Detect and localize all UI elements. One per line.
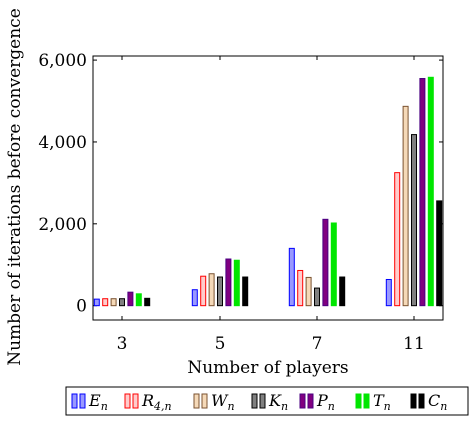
legend-swatch: [307, 393, 314, 409]
bar-e-n-3: [93, 298, 100, 307]
legend-swatch: [259, 393, 266, 409]
plot-frame: [92, 55, 444, 321]
legend-swatch: [418, 393, 425, 409]
x-tick-label: 7: [312, 334, 323, 354]
bar-e-n-7: [288, 247, 295, 307]
legend-swatch: [193, 393, 200, 409]
legend-item-k-n: Kn: [251, 391, 288, 413]
legend-item-c-n: Cn: [410, 391, 447, 413]
legend-item-e-n: En: [71, 391, 108, 413]
y-tick-label: 0: [76, 297, 87, 317]
bar-p-n-5: [225, 258, 232, 307]
legend-swatch: [71, 393, 78, 409]
bar-k-n-3: [119, 298, 125, 307]
legend-swatch: [299, 393, 306, 409]
bar-t-n-7: [330, 222, 337, 307]
bar-r-4-n-5: [200, 275, 207, 307]
legend-item-p-n: Pn: [299, 391, 335, 413]
legend-swatch: [79, 393, 86, 409]
bar-c-n-11: [436, 200, 443, 307]
bar-r-4-n-11: [394, 172, 401, 307]
y-axis-label: Number of iterations before convergence: [5, 8, 25, 366]
legend-label: Kn: [268, 391, 288, 413]
bar-r-4-n-3: [102, 298, 109, 307]
bar-p-n-7: [322, 218, 329, 307]
legend-label: Tn: [373, 391, 391, 413]
legend-label: Wn: [211, 391, 235, 413]
legend: En R4,n Wn Kn Pn Tn Cn: [65, 386, 469, 416]
x-axis-label: Number of players: [187, 358, 348, 378]
legend-swatch: [410, 393, 417, 409]
bar-c-n-7: [339, 276, 346, 307]
bar-w-n-7: [305, 276, 312, 307]
legend-item-r-4-n: R4,n: [124, 391, 172, 413]
bar-e-n-5: [191, 289, 198, 307]
legend-swatch: [201, 393, 208, 409]
bar-c-n-3: [144, 297, 151, 307]
bar-w-n-5: [208, 273, 215, 307]
bar-w-n-3: [110, 298, 117, 307]
legend-item-t-n: Tn: [355, 391, 391, 413]
bar-c-n-5: [242, 276, 249, 307]
bar-k-n-11: [411, 134, 417, 307]
plot-area: 0 2,000 4,000 6,000 3 5 7 11: [38, 51, 444, 354]
bar-t-n-5: [233, 259, 240, 307]
bar-t-n-3: [135, 293, 142, 307]
y-tick-label: 6,000: [38, 51, 87, 71]
legend-swatch: [363, 393, 370, 409]
bar-w-n-11: [402, 105, 409, 307]
legend-label: Pn: [316, 391, 335, 413]
bar-k-n-7: [314, 287, 320, 307]
legend-label: En: [88, 391, 108, 413]
legend-label: Cn: [428, 391, 447, 413]
bar-p-n-3: [127, 291, 134, 307]
y-tick-label: 2,000: [38, 215, 87, 235]
legend-swatch: [124, 393, 131, 409]
legend-label: R4,n: [141, 391, 172, 413]
legend-swatch: [251, 393, 258, 409]
bar-t-n-11: [427, 76, 434, 307]
x-tick-label: 3: [117, 334, 128, 354]
y-tick-label: 4,000: [38, 133, 87, 153]
bar-e-n-11: [385, 278, 392, 307]
x-tick-label: 5: [215, 334, 226, 354]
bar-r-4-n-7: [297, 269, 304, 307]
x-tick-label: 11: [403, 334, 425, 354]
legend-item-w-n: Wn: [193, 391, 235, 413]
bar-k-n-5: [217, 276, 223, 307]
bar-p-n-11: [419, 78, 426, 307]
legend-swatch: [132, 393, 139, 409]
legend-swatch: [355, 393, 362, 409]
